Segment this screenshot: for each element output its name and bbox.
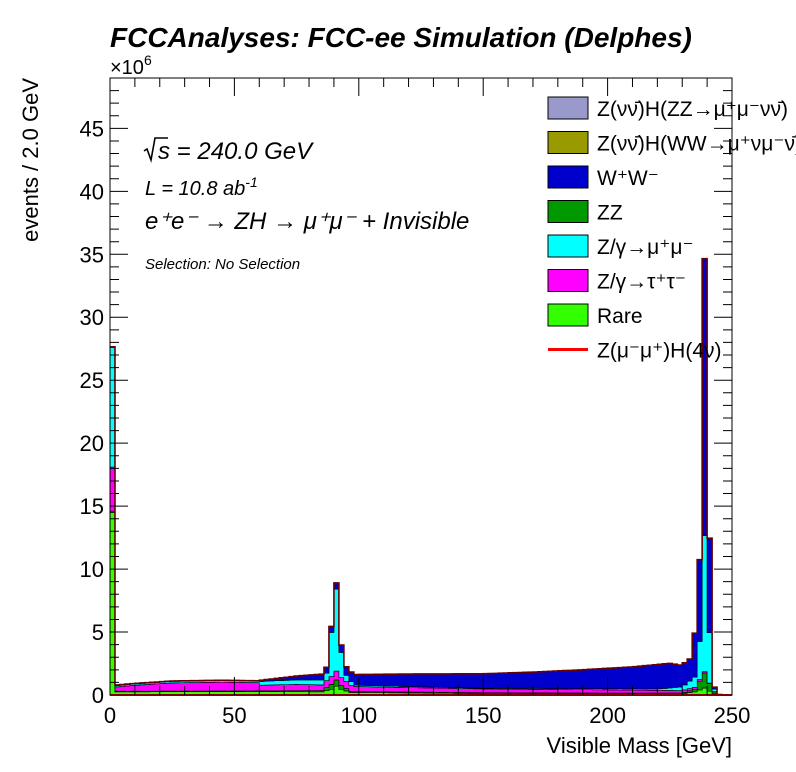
- y-tick-label: 15: [80, 494, 104, 519]
- legend-swatch: [547, 269, 589, 292]
- axis-ticks: [109, 78, 733, 696]
- y-tick-label: 25: [80, 368, 104, 393]
- legend-swatch: [547, 234, 589, 258]
- legend-swatch: [547, 200, 589, 223]
- legend-entry-zz-mumununu: Z(νν̄)H(ZZ→μ⁺μ⁻νν̄): [547, 96, 788, 121]
- y-exponent-label: ×106: [110, 52, 152, 79]
- legend-swatch: [547, 165, 589, 189]
- sqrt-s-text: s = 240.0 GeV: [158, 138, 314, 165]
- x-tick-label: 200: [589, 703, 626, 728]
- legend-label: Z(νν̄)H(ZZ→μ⁺μ⁻νν̄): [597, 98, 788, 121]
- y-tick-label: 10: [80, 557, 104, 582]
- sqrt-s-annotation: s = 240.0 GeV: [143, 137, 314, 165]
- legend-entry-ztautau: Z/γ→τ⁺τ⁻: [547, 269, 686, 294]
- y-tick-label: 40: [80, 179, 104, 204]
- legend-swatch: [547, 131, 589, 154]
- legend-label: Rare: [597, 305, 643, 328]
- y-axis-label: events / 2.0 GeV: [18, 78, 43, 242]
- y-tick-label: 0: [92, 683, 104, 708]
- legend-entry-zz: ZZ: [547, 200, 623, 225]
- x-tick-label: 50: [222, 703, 246, 728]
- x-tick-label: 0: [104, 703, 116, 728]
- legend-swatch: [547, 96, 589, 120]
- y-tick-label: 45: [80, 116, 104, 141]
- tick-marks: [109, 78, 733, 696]
- legend-label: Z/γ→τ⁺τ⁻: [597, 271, 686, 294]
- legend-label: W⁺W⁻: [597, 167, 659, 190]
- plot-frame: [109, 77, 733, 696]
- legend-label: Z/γ→μ⁺μ⁻: [597, 236, 694, 259]
- luminosity-annotation: L = 10.8 ab-1: [145, 174, 258, 200]
- y-exponent-power: 6: [144, 52, 152, 68]
- y-tick-labels: 0 5 10 15 20 25 30 35 40 45: [80, 116, 104, 708]
- stack-total-outline: [110, 257, 732, 696]
- sqrt-symbol-icon: [143, 137, 168, 164]
- x-axis-label: Visible Mass [GeV]: [547, 733, 732, 758]
- legend-label: Z(μ⁻μ⁺)H(4ν): [597, 340, 722, 363]
- y-tick-label: 35: [80, 242, 104, 267]
- x-tick-label: 250: [714, 703, 751, 728]
- luminosity-text: L = 10.8 ab: [145, 178, 245, 200]
- y-tick-label: 20: [80, 431, 104, 456]
- y-exponent-base: ×10: [110, 57, 144, 79]
- legend-entry-zmumu: Z/γ→μ⁺μ⁻: [547, 234, 694, 259]
- luminosity-exponent: -1: [245, 174, 257, 190]
- legend-entry-signal: Z(μ⁻μ⁺)H(4ν): [548, 340, 722, 363]
- legend-swatch: [547, 303, 589, 327]
- selection-annotation: Selection: No Selection: [145, 256, 300, 273]
- legend-label: Z(νν̄)H(WW→μ⁺νμ⁻ν̄): [597, 133, 796, 156]
- x-tick-label: 100: [340, 703, 377, 728]
- x-tick-label: 150: [465, 703, 502, 728]
- legend: Z(νν̄)H(ZZ→μ⁺μ⁻νν̄) Z(νν̄)H(WW→μ⁺νμ⁻ν̄) W⁺…: [547, 96, 796, 363]
- chart-title: FCCAnalyses: FCC-ee Simulation (Delphes): [110, 22, 692, 53]
- legend-entry-rare: Rare: [547, 303, 643, 328]
- y-tick-label: 30: [80, 305, 104, 330]
- legend-entry-ww-mumununu: Z(νν̄)H(WW→μ⁺νμ⁻ν̄): [547, 131, 796, 156]
- legend-label: ZZ: [597, 202, 623, 225]
- y-tick-label: 5: [92, 620, 104, 645]
- x-tick-labels: 0 50 100 150 200 250: [104, 703, 750, 728]
- legend-entry-ww: W⁺W⁻: [547, 165, 659, 190]
- process-annotation: e⁺e⁻ → ZH → μ⁺μ⁻ + Invisible: [145, 208, 469, 235]
